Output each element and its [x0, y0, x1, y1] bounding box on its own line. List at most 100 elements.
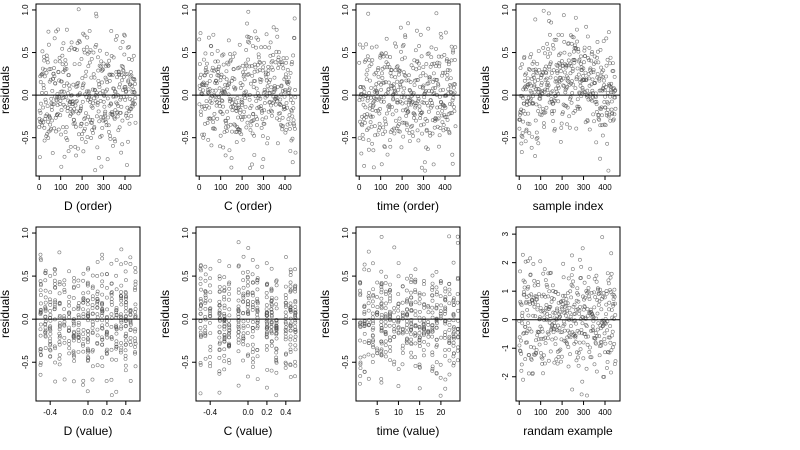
data-point — [591, 70, 596, 74]
data-point — [209, 143, 214, 148]
data-point — [268, 40, 273, 45]
data-point — [575, 66, 580, 71]
data-point — [575, 97, 580, 102]
data-point — [451, 85, 456, 90]
data-point — [555, 328, 560, 333]
data-point — [555, 71, 560, 75]
data-point — [519, 141, 524, 146]
data-point — [402, 86, 407, 91]
data-point — [562, 322, 567, 327]
data-point — [522, 292, 527, 297]
data-point — [72, 121, 77, 126]
data-point — [610, 86, 615, 91]
data-point — [48, 354, 53, 359]
data-point — [571, 82, 575, 87]
data-point — [370, 327, 375, 332]
data-point — [542, 89, 547, 94]
data-point — [100, 292, 105, 297]
data-point — [57, 302, 62, 307]
data-point — [542, 267, 547, 272]
data-point — [451, 303, 456, 307]
data-point — [95, 292, 100, 296]
data-point — [39, 101, 43, 106]
data-point — [246, 374, 250, 379]
data-point — [543, 110, 548, 115]
data-point — [524, 331, 529, 336]
data-point — [274, 347, 279, 352]
data-point — [222, 367, 227, 372]
data-point — [48, 332, 53, 336]
data-point — [395, 64, 400, 69]
data-point — [439, 303, 443, 308]
data-point — [82, 126, 87, 131]
data-point — [230, 104, 235, 109]
data-point — [396, 308, 401, 313]
data-point — [609, 251, 614, 256]
data-point — [393, 75, 398, 80]
data-point — [254, 99, 259, 103]
data-point — [606, 30, 611, 35]
data-point — [567, 114, 572, 119]
data-point — [241, 293, 246, 298]
data-point — [613, 301, 617, 306]
data-point — [550, 109, 554, 114]
data-point — [64, 27, 69, 32]
data-point — [261, 65, 266, 70]
data-point — [570, 387, 575, 392]
data-point — [529, 292, 534, 297]
data-point — [269, 287, 274, 292]
data-point — [576, 355, 580, 360]
data-point — [283, 293, 288, 297]
data-point — [122, 74, 126, 79]
data-point — [587, 58, 592, 63]
data-point — [420, 110, 425, 115]
data-point — [455, 292, 460, 296]
data-point — [529, 52, 534, 56]
data-point — [57, 291, 62, 296]
data-point — [71, 353, 76, 358]
data-point — [245, 283, 250, 288]
data-point — [443, 377, 448, 382]
data-point — [118, 45, 123, 50]
data-point — [534, 130, 539, 135]
data-point — [250, 44, 255, 48]
data-point — [239, 97, 244, 102]
data-point — [520, 62, 524, 67]
plot-frame — [515, 226, 621, 402]
data-point — [399, 79, 404, 84]
data-point — [291, 100, 295, 105]
data-point — [527, 353, 531, 357]
data-point — [434, 319, 439, 324]
data-point — [552, 360, 557, 365]
data-point — [43, 308, 48, 313]
data-point — [57, 282, 62, 287]
data-point — [446, 62, 451, 67]
data-point — [408, 273, 413, 278]
data-point — [532, 283, 537, 288]
data-point — [49, 107, 54, 112]
data-point — [133, 341, 138, 346]
data-point — [557, 348, 562, 353]
data-point — [544, 303, 549, 307]
data-point — [265, 94, 269, 98]
data-point — [208, 308, 212, 313]
data-point — [587, 127, 592, 132]
data-point — [413, 341, 418, 346]
data-point — [401, 43, 406, 47]
data-point — [204, 83, 209, 88]
data-point — [413, 48, 418, 53]
data-point — [290, 160, 295, 165]
data-point — [557, 326, 562, 331]
data-point — [371, 293, 376, 297]
data-point — [394, 108, 399, 113]
data-point — [212, 68, 216, 73]
data-point — [527, 326, 532, 331]
x-tick-label: 0.4 — [280, 408, 292, 417]
data-point — [533, 118, 538, 123]
data-point — [236, 383, 241, 388]
data-point — [85, 336, 90, 341]
data-point — [209, 52, 214, 56]
data-point — [547, 320, 552, 325]
data-point — [549, 71, 554, 75]
data-point — [438, 105, 442, 110]
